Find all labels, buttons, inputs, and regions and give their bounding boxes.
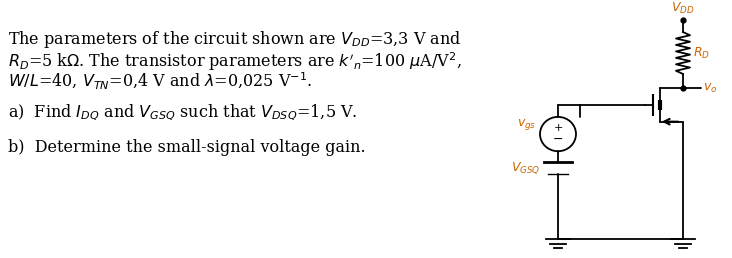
Text: b)  Determine the small-signal voltage gain.: b) Determine the small-signal voltage ga… xyxy=(8,139,365,156)
Text: $W/L$=40, $V_{TN}$=0,4 V and $\lambda$=0,025 V$^{-1}$.: $W/L$=40, $V_{TN}$=0,4 V and $\lambda$=0… xyxy=(8,71,313,92)
Text: $V_{GSQ}$: $V_{GSQ}$ xyxy=(511,160,540,176)
Text: $V_{DD}$: $V_{DD}$ xyxy=(671,1,695,16)
Text: a)  Find $I_{DQ}$ and $V_{GSQ}$ such that $V_{DSQ}$=1,5 V.: a) Find $I_{DQ}$ and $V_{GSQ}$ such that… xyxy=(8,103,357,123)
Text: $R_D$=5 k$\Omega$. The transistor parameters are $k'_n$=100 $\mu$A/V$^2$,: $R_D$=5 k$\Omega$. The transistor parame… xyxy=(8,50,462,73)
Text: The parameters of the circuit shown are $V_{DD}$=3,3 V and: The parameters of the circuit shown are … xyxy=(8,29,461,50)
Text: $v_{gs}$: $v_{gs}$ xyxy=(517,117,536,132)
Text: +: + xyxy=(553,123,563,133)
Text: $R_D$: $R_D$ xyxy=(693,45,710,61)
Text: $v_o$: $v_o$ xyxy=(703,82,717,95)
Text: −: − xyxy=(553,133,563,146)
